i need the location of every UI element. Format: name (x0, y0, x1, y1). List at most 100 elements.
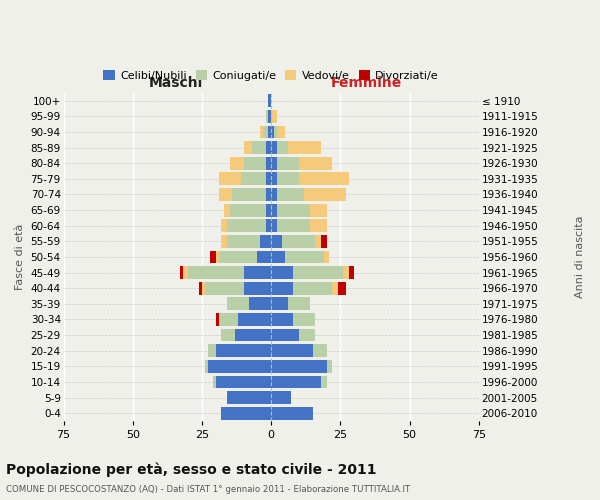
Bar (263, 126, 268, 138)
Bar (271, 157, 277, 170)
Bar (227, 298, 249, 310)
Bar (224, 204, 230, 216)
Bar (338, 282, 346, 294)
Bar (208, 360, 271, 372)
Text: Popolazione per età, sesso e stato civile - 2011: Popolazione per età, sesso e stato civil… (6, 462, 377, 477)
Bar (230, 204, 266, 216)
Bar (227, 220, 266, 232)
Bar (244, 157, 266, 170)
Bar (277, 220, 310, 232)
Bar (218, 172, 241, 186)
Bar (310, 204, 326, 216)
Bar (244, 282, 271, 294)
Bar (271, 110, 277, 123)
Bar (266, 110, 268, 123)
Bar (277, 141, 288, 154)
Bar (310, 220, 326, 232)
Bar (285, 250, 324, 264)
Bar (271, 328, 299, 342)
Bar (343, 266, 349, 279)
Bar (282, 235, 316, 248)
Y-axis label: Fasce di età: Fasce di età (15, 224, 25, 290)
Bar (271, 126, 274, 138)
Bar (252, 141, 266, 154)
Bar (205, 282, 244, 294)
Bar (271, 344, 313, 357)
Bar (199, 282, 202, 294)
Bar (260, 235, 271, 248)
Bar (216, 344, 271, 357)
Bar (271, 220, 277, 232)
Bar (271, 313, 293, 326)
Bar (221, 235, 227, 248)
Bar (213, 376, 216, 388)
Bar (316, 235, 321, 248)
Bar (244, 141, 252, 154)
Bar (266, 204, 271, 216)
Text: Maschi: Maschi (149, 76, 203, 90)
Bar (266, 188, 271, 201)
Bar (271, 204, 277, 216)
Bar (271, 188, 277, 201)
Legend: Celibi/Nubili, Coniugati/e, Vedovi/e, Divorziati/e: Celibi/Nubili, Coniugati/e, Vedovi/e, Di… (99, 66, 443, 86)
Bar (299, 172, 349, 186)
Bar (299, 328, 316, 342)
Bar (304, 188, 346, 201)
Bar (241, 172, 266, 186)
Bar (271, 282, 293, 294)
Bar (271, 266, 293, 279)
Bar (271, 235, 282, 248)
Text: Femmine: Femmine (331, 76, 403, 90)
Bar (271, 407, 313, 420)
Bar (274, 126, 277, 138)
Bar (221, 407, 271, 420)
Bar (321, 235, 326, 248)
Bar (271, 172, 277, 186)
Bar (216, 250, 218, 264)
Bar (218, 188, 232, 201)
Bar (268, 126, 271, 138)
Bar (210, 250, 216, 264)
Bar (271, 360, 326, 372)
Bar (277, 157, 299, 170)
Bar (266, 220, 271, 232)
Bar (202, 282, 205, 294)
Bar (288, 141, 321, 154)
Bar (216, 376, 271, 388)
Bar (349, 266, 354, 279)
Bar (218, 313, 238, 326)
Bar (266, 157, 271, 170)
Bar (293, 266, 343, 279)
Bar (299, 157, 332, 170)
Bar (324, 250, 329, 264)
Text: COMUNE DI PESCOCOSTANZO (AQ) - Dati ISTAT 1° gennaio 2011 - Elaborazione TUTTITA: COMUNE DI PESCOCOSTANZO (AQ) - Dati ISTA… (6, 485, 410, 494)
Bar (277, 126, 285, 138)
Bar (321, 376, 326, 388)
Bar (277, 172, 299, 186)
Bar (230, 157, 244, 170)
Bar (271, 141, 277, 154)
Bar (277, 188, 304, 201)
Bar (235, 328, 271, 342)
Bar (271, 376, 321, 388)
Bar (313, 344, 326, 357)
Bar (271, 298, 288, 310)
Bar (268, 94, 271, 107)
Bar (227, 391, 271, 404)
Bar (288, 298, 310, 310)
Bar (332, 282, 338, 294)
Bar (293, 313, 316, 326)
Bar (268, 110, 271, 123)
Bar (260, 126, 263, 138)
Bar (227, 235, 260, 248)
Bar (180, 266, 182, 279)
Bar (244, 266, 271, 279)
Bar (271, 250, 285, 264)
Bar (238, 313, 271, 326)
Bar (266, 172, 271, 186)
Y-axis label: Anni di nascita: Anni di nascita (575, 216, 585, 298)
Bar (257, 250, 271, 264)
Bar (182, 266, 188, 279)
Bar (277, 204, 310, 216)
Bar (188, 266, 244, 279)
